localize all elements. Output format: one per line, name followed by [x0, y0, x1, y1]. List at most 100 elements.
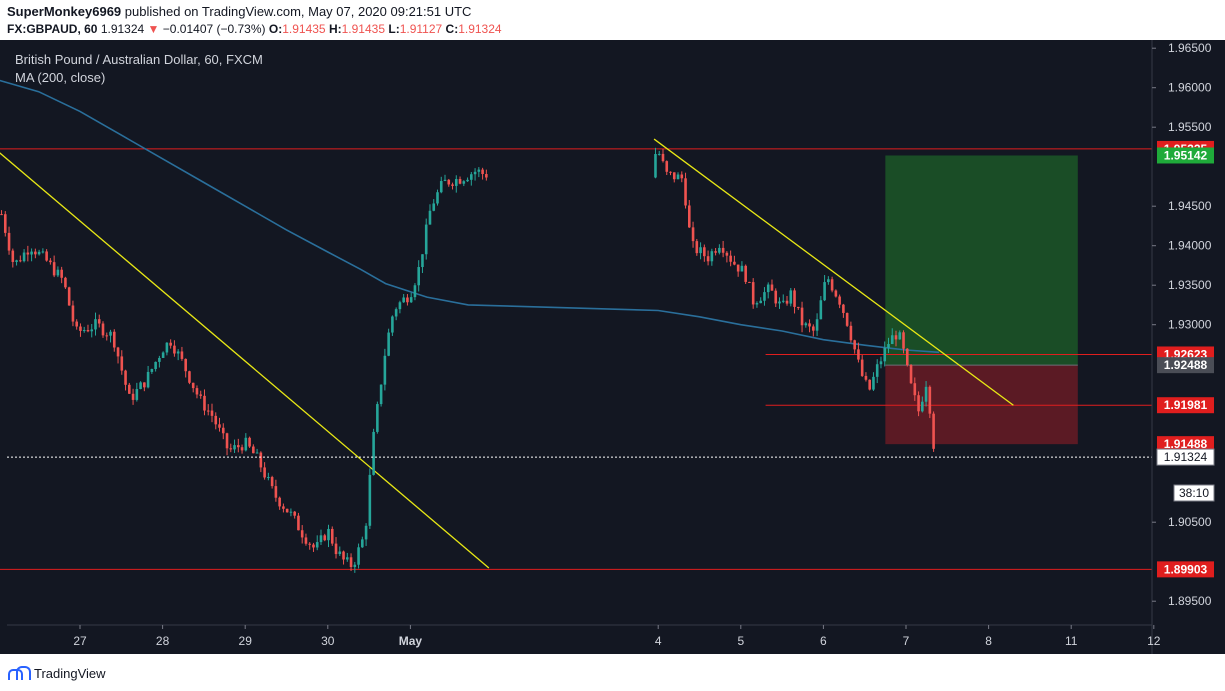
candle-body [143, 382, 146, 388]
candle-body [45, 251, 48, 261]
candle-body [383, 355, 387, 385]
candle-body [244, 437, 248, 451]
candle-body [364, 525, 368, 540]
candle-body [184, 358, 187, 372]
price-axis-label-text: 1.95142 [1164, 148, 1208, 162]
candle-body [706, 256, 710, 262]
candle-body [894, 335, 898, 340]
candle-body [90, 329, 94, 332]
candle-body [842, 304, 845, 313]
candle-body [864, 375, 868, 380]
candle-body [94, 319, 97, 330]
candle-body [793, 290, 796, 307]
candle-body [330, 528, 334, 544]
candle-body [274, 486, 278, 498]
candle-body [477, 169, 481, 172]
x-tick-label: 6 [820, 634, 827, 648]
candle-body [203, 395, 206, 411]
candle-body [169, 342, 172, 346]
candle-body [60, 269, 63, 278]
x-tick-label: 29 [239, 634, 253, 648]
candle-body [259, 452, 263, 468]
candle-body [105, 335, 109, 337]
candle-body [128, 384, 131, 394]
y-tick-label: 1.96500 [1168, 41, 1212, 55]
candle-body [135, 389, 139, 400]
trendline[interactable] [0, 151, 490, 569]
candle-body [353, 564, 357, 567]
y-tick-label: 1.96000 [1168, 81, 1212, 95]
candle-body [79, 326, 82, 331]
ohlc-line: FX:GBPAUD, 60 1.91324 ▼ −0.01407 (−0.73%… [7, 22, 502, 36]
candle-body [436, 192, 439, 204]
candle-body [778, 301, 781, 304]
candle-body [770, 284, 774, 291]
candle-body [913, 383, 917, 396]
candle-body [131, 393, 135, 400]
y-tick-label: 1.89500 [1168, 594, 1212, 608]
candle-body [744, 265, 747, 282]
candle-body [695, 241, 699, 254]
candle-body [687, 205, 691, 228]
stop-zone[interactable] [885, 365, 1078, 445]
candle-body [470, 174, 473, 180]
candle-body [661, 153, 665, 162]
candle-body [875, 364, 879, 377]
candle-body [691, 227, 695, 242]
tradingview-logo-icon[interactable] [8, 666, 31, 680]
candle-body [838, 296, 841, 305]
candle-body [376, 404, 379, 432]
candle-body [823, 282, 826, 301]
candle-body [796, 306, 800, 308]
change-down-icon: ▼ [147, 22, 160, 36]
candle-body [684, 178, 687, 206]
candle-body [120, 356, 124, 371]
candle-body [267, 477, 270, 479]
target-zone[interactable] [885, 155, 1078, 366]
low-value: 1.91127 [399, 22, 443, 36]
candle-body [191, 382, 195, 389]
candle-body [293, 511, 296, 516]
candle-body [462, 181, 466, 184]
candle-body [199, 394, 203, 396]
close-value: 1.91324 [458, 22, 502, 36]
candle-body [82, 330, 86, 332]
instrument-legend: British Pound / Australian Dollar, 60, F… [15, 52, 263, 67]
candle-body [857, 349, 860, 360]
countdown-text: 38:10 [1179, 486, 1209, 500]
candle-body [887, 344, 890, 348]
y-tick-label: 1.94000 [1168, 239, 1212, 253]
indicator-legend[interactable]: MA (200, close) [15, 70, 105, 85]
candle-body [101, 323, 105, 336]
candle-body [19, 260, 22, 262]
candle-body [180, 351, 184, 359]
candle-body [278, 497, 281, 507]
candle-body [221, 427, 225, 434]
candle-body [345, 557, 349, 560]
candle-body [327, 528, 330, 541]
candle-body [413, 285, 417, 298]
footer-brand[interactable]: TradingView [34, 665, 106, 681]
candle-body [49, 260, 52, 263]
candle-body [0, 214, 3, 216]
candle-body [240, 447, 244, 451]
candle-body [270, 477, 274, 487]
candle-body [22, 252, 26, 262]
candle-body [124, 370, 127, 385]
x-tick-label: 12 [1147, 634, 1161, 648]
price-chart[interactable]: 1.96500 1.96000 1.95500 1.94500 1.94000 1.935… [0, 40, 1225, 654]
candle-body [188, 371, 191, 383]
candle-body [827, 279, 830, 283]
candle-body [763, 292, 766, 301]
trendline[interactable] [653, 138, 1014, 406]
candle-body [161, 352, 165, 358]
candle-body [391, 316, 394, 333]
candle-body [30, 251, 33, 255]
change-value: −0.01407 (−0.73%) [162, 22, 266, 36]
author-name[interactable]: SuperMonkey6969 [7, 4, 122, 19]
candle-body [349, 557, 353, 567]
candle-body [710, 251, 714, 262]
x-tick-label: 30 [321, 634, 335, 648]
candle-body [454, 179, 458, 186]
candle-body [868, 379, 871, 390]
